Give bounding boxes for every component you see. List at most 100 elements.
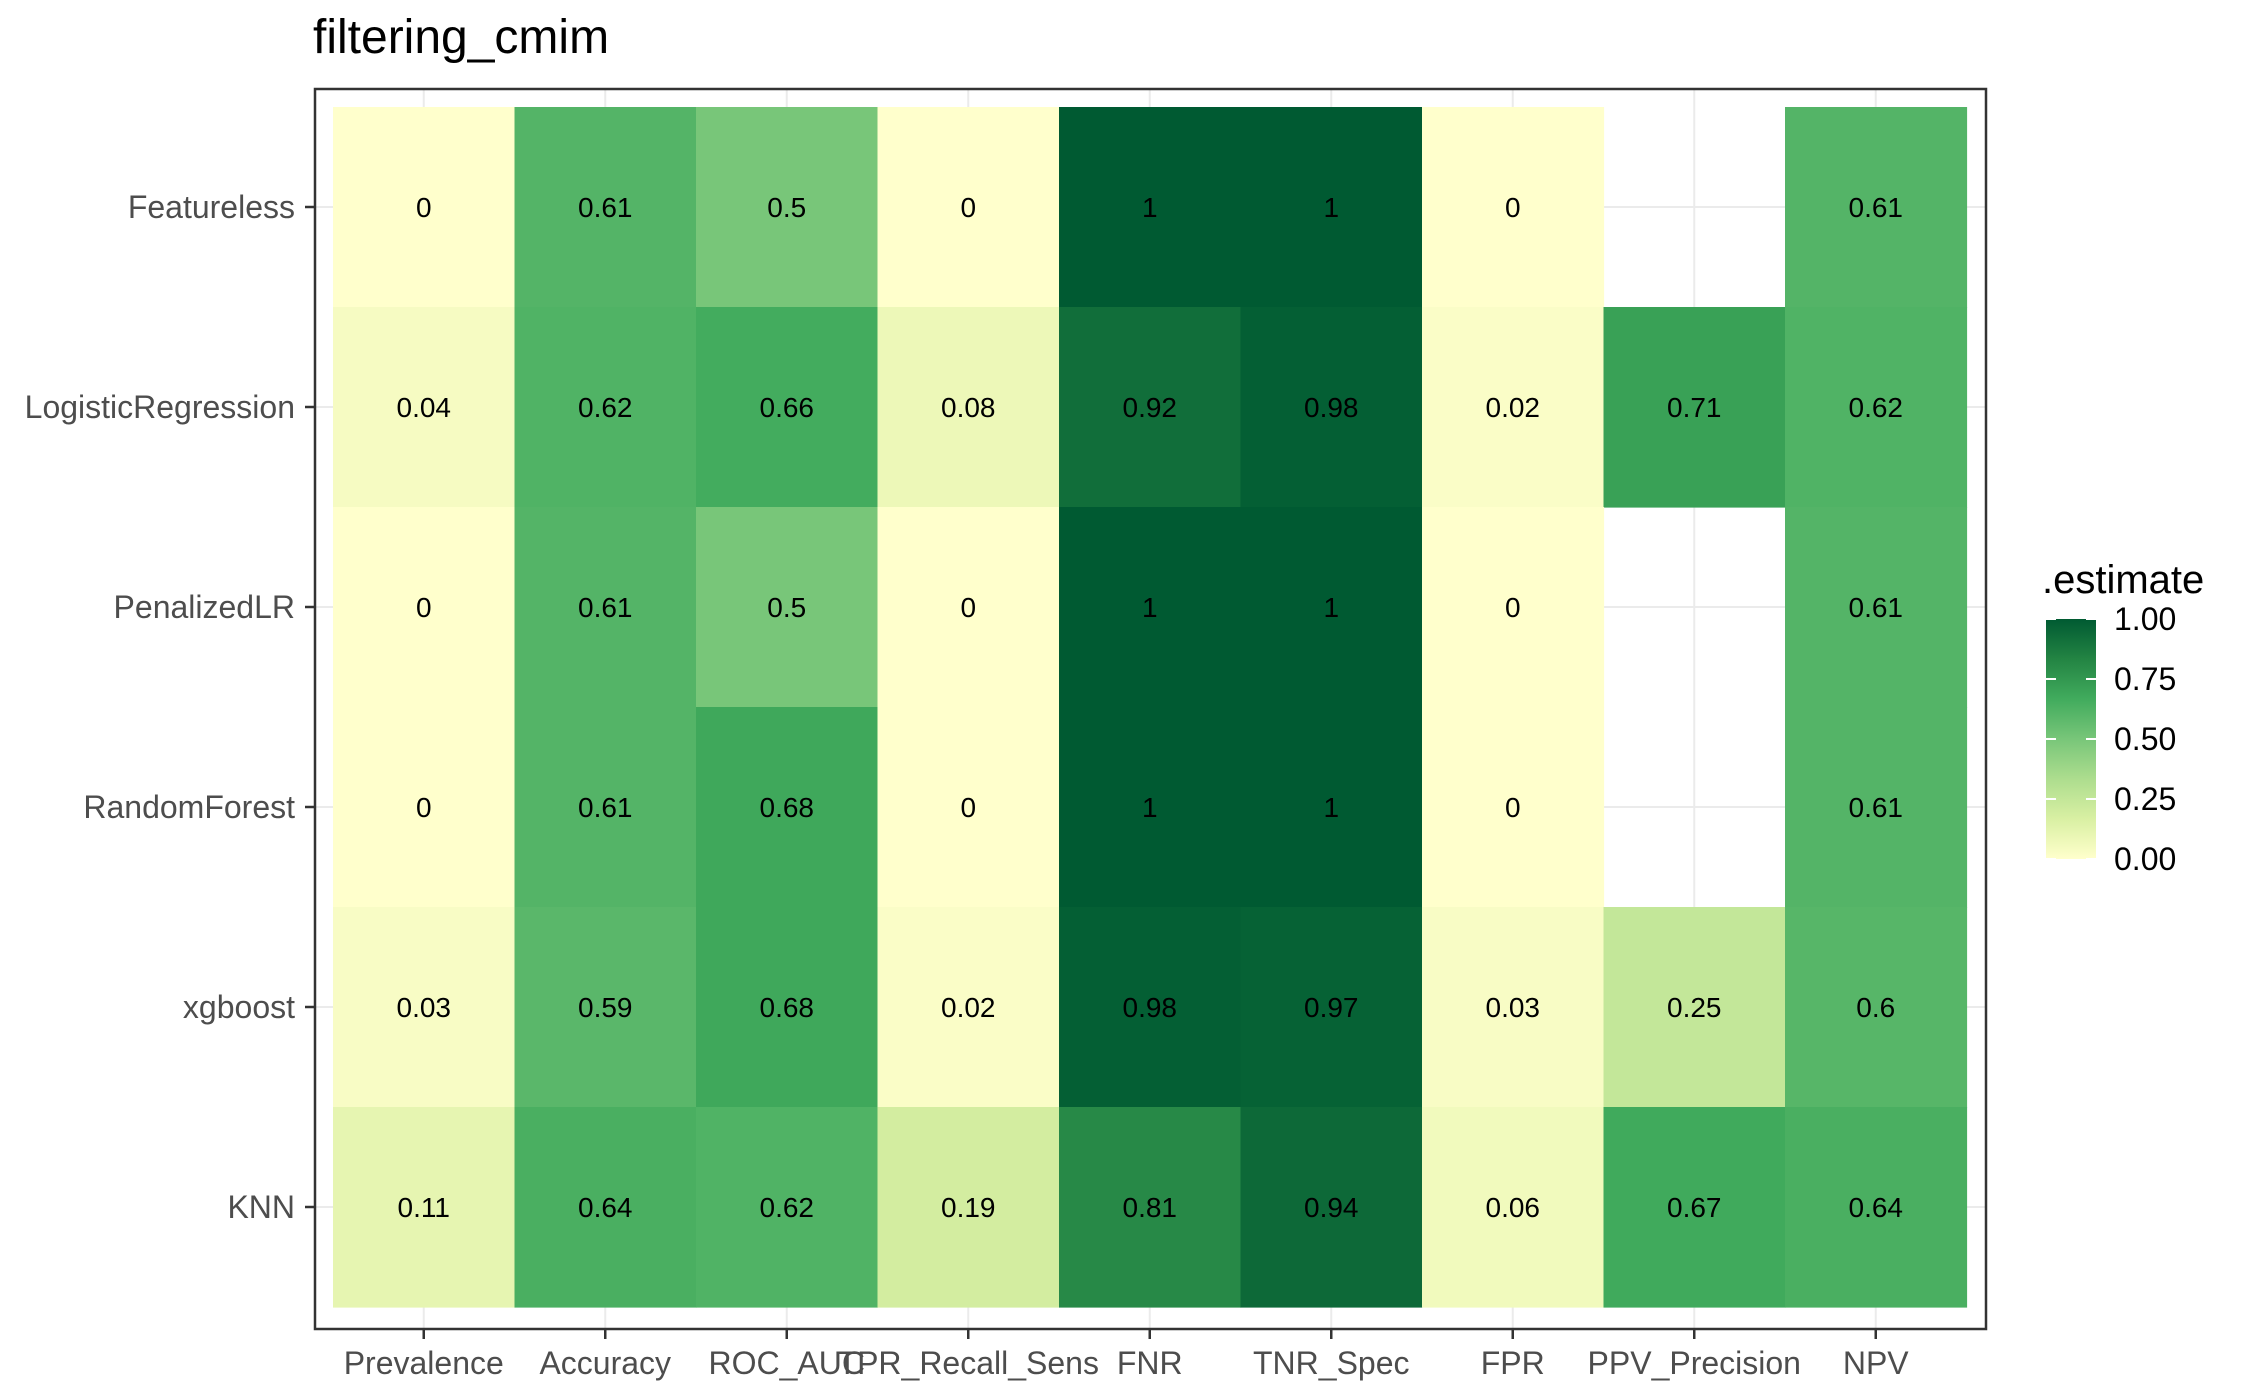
y-tick-label: PenalizedLR: [114, 589, 295, 625]
heatmap-cell: [1240, 1107, 1423, 1308]
x-tick-label: FPR: [1481, 1345, 1545, 1381]
heatmap-cell: [1422, 507, 1605, 708]
heatmap-cells: [333, 107, 1968, 1308]
heatmap-cell: [877, 507, 1060, 708]
cell-label: 0.5: [767, 592, 806, 623]
heatmap-cell: [877, 307, 1060, 508]
cell-label: 0.68: [760, 792, 815, 823]
chart-title: filtering_cmim: [313, 11, 610, 64]
cell-label: 0.03: [1486, 992, 1541, 1023]
legend-tick-label: 1.00: [2114, 601, 2176, 637]
cell-label: 0.04: [397, 392, 452, 423]
y-tick-label: RandomForest: [83, 789, 295, 825]
cell-label: 0.08: [941, 392, 996, 423]
heatmap-cell: [1059, 507, 1242, 708]
heatmap-cell: [333, 907, 516, 1108]
legend-title: .estimate: [2042, 558, 2204, 602]
cell-label: 1: [1142, 192, 1158, 223]
y-tick-label: KNN: [227, 1189, 295, 1225]
x-tick-label: FNR: [1117, 1345, 1183, 1381]
cell-label: 0.61: [1849, 792, 1904, 823]
heatmap-cell: [696, 107, 879, 308]
cell-label: 0: [1505, 192, 1521, 223]
cell-label: 0: [960, 192, 976, 223]
cell-label: 0.02: [1486, 392, 1541, 423]
heatmap-cell: [1422, 307, 1605, 508]
cell-label: 0: [416, 192, 432, 223]
heatmap-cell: [877, 1107, 1060, 1308]
x-tick-label: TPR_Recall_Sens: [838, 1345, 1099, 1381]
cell-label: 0: [416, 592, 432, 623]
heatmap-cell: [1785, 107, 1968, 308]
heatmap-cell: [696, 307, 879, 508]
cell-label: 0.64: [578, 1192, 633, 1223]
heatmap-cell: [1785, 307, 1968, 508]
cell-label: 0.61: [1849, 192, 1904, 223]
cell-label: 0.64: [1849, 1192, 1904, 1223]
cell-label: 0.71: [1667, 392, 1722, 423]
cell-label: 0: [1505, 792, 1521, 823]
legend-tick-label: 0.25: [2114, 781, 2176, 817]
cell-label: 1: [1142, 592, 1158, 623]
heatmap-cell: [1059, 107, 1242, 308]
heatmap-cell: [333, 107, 516, 308]
heatmap-cell: [1603, 907, 1786, 1108]
heatmap-cell: [514, 907, 697, 1108]
heatmap-cell: [1240, 707, 1423, 908]
x-tick-label: NPV: [1843, 1345, 1909, 1381]
heatmap-cell: [1785, 907, 1968, 1108]
heatmap-cell: [514, 107, 697, 308]
cell-label: 0: [1505, 592, 1521, 623]
heatmap-cell: [1422, 907, 1605, 1108]
heatmap-cell: [1785, 707, 1968, 908]
heatmap-cell: [877, 707, 1060, 908]
cell-label: 0.68: [760, 992, 815, 1023]
cell-label: 0.02: [941, 992, 996, 1023]
cell-label: 0.59: [578, 992, 633, 1023]
y-tick-label: xgboost: [183, 989, 295, 1025]
cell-label: 0.97: [1304, 992, 1359, 1023]
x-tick-label: ROC_AUC: [709, 1345, 865, 1381]
legend-tick-label: 0.75: [2114, 661, 2176, 697]
heatmap-cell: [1240, 907, 1423, 1108]
legend-tick-label: 0.00: [2114, 841, 2176, 877]
heatmap-cell: [1240, 307, 1423, 508]
cell-label: 1: [1323, 592, 1339, 623]
cell-labels: 0 0.61 0.5 0 1 1 0 0.610.04 0.62 0.66 0.08 0.92 0.98…: [397, 192, 1904, 1223]
cell-label: 0.03: [397, 992, 452, 1023]
cell-label: 0.19: [941, 1192, 996, 1223]
cell-label: 1: [1323, 192, 1339, 223]
heatmap-cell: [1240, 107, 1423, 308]
cell-label: 0.98: [1304, 392, 1359, 423]
cell-label: 0.81: [1123, 1192, 1178, 1223]
heatmap-cell: [1785, 1107, 1968, 1308]
axes: Prevalence Accuracy ROC_AUCTPR_Recall_Sens…: [25, 189, 1910, 1381]
x-tick-label: PPV_Precision: [1588, 1345, 1801, 1381]
heatmap-cell: [696, 507, 879, 708]
cell-label: 0.92: [1123, 392, 1178, 423]
x-tick-label: Accuracy: [539, 1345, 671, 1381]
heatmap-cell: [1059, 307, 1242, 508]
legend-tick-label: 0.50: [2114, 721, 2176, 757]
cell-label: 0.61: [578, 792, 633, 823]
x-tick-label: TNR_Spec: [1253, 1345, 1410, 1381]
heatmap-cell: [1603, 307, 1786, 508]
cell-label: 0.5: [767, 192, 806, 223]
cell-label: 0.61: [1849, 592, 1904, 623]
cell-label: 0.62: [1849, 392, 1904, 423]
heatmap-cell: [1059, 707, 1242, 908]
x-tick-label: Prevalence: [344, 1345, 504, 1381]
cell-label: 0.62: [578, 392, 633, 423]
heatmap-cell: [1240, 507, 1423, 708]
heatmap-cell: [514, 307, 697, 508]
heatmap-cell: [333, 307, 516, 508]
cell-label: 0.25: [1667, 992, 1722, 1023]
cell-label: 0.67: [1667, 1192, 1722, 1223]
heatmap-cell: [333, 707, 516, 908]
cell-label: 0.11: [398, 1192, 450, 1223]
cell-label: 1: [1142, 792, 1158, 823]
heatmap-cell: [514, 707, 697, 908]
cell-label: 0.98: [1123, 992, 1178, 1023]
heatmap-cell: [514, 1107, 697, 1308]
